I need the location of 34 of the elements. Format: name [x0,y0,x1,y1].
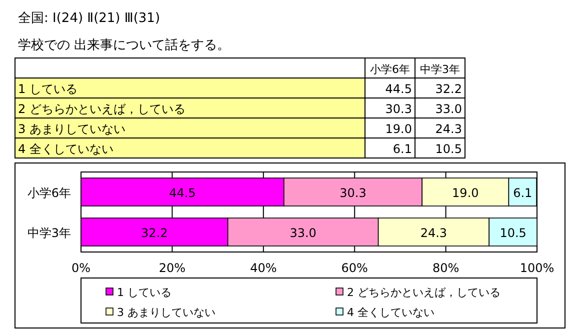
x-tick-label: 40% [250,261,277,275]
chart-title: 全国: Ⅰ(24) Ⅱ(21) Ⅲ(31) [18,11,160,26]
data-label: 33.0 [290,226,316,240]
text: 33.0 [435,102,462,116]
x-tick-label: 0% [71,261,91,275]
text: 4 全くしていない [18,142,114,156]
x-tick-label: 60% [341,261,368,275]
category-label: 中学3年 [420,63,460,76]
x-tick-label: 80% [432,261,460,275]
x-tick-label: 100% [520,261,554,275]
text: 3 あまりしていない [18,122,126,136]
category-label: 小学6年 [370,63,410,76]
legend-label: 1 している [117,286,172,299]
x-tick-label: 20% [158,261,186,275]
chart-subtitle: 学校での 出来事について話をする。 [18,38,230,53]
text: 32.2 [435,82,462,96]
legend-label: 2 どちらかといえば，している [347,286,500,299]
text: 1 している [18,82,78,96]
data-label: 44.5 [169,186,196,200]
data-label: 32.2 [141,226,168,240]
data-label: 6.1 [513,186,532,200]
text: 2 どちらかといえば，している [18,102,186,116]
legend-label: 4 全くしていない [347,306,434,319]
data-label: 24.3 [420,226,448,240]
text: 10.5 [435,142,462,156]
data-label: 30.3 [340,186,366,200]
text: 6.1 [392,142,412,156]
text: 44.5 [385,82,412,96]
text: 30.3 [385,102,412,116]
data-label: 10.5 [500,226,526,240]
legend-label: 3 あまりしていない [117,306,216,319]
text: 24.3 [435,122,462,136]
data-label: 19.0 [452,186,479,200]
text: 19.0 [385,122,412,136]
